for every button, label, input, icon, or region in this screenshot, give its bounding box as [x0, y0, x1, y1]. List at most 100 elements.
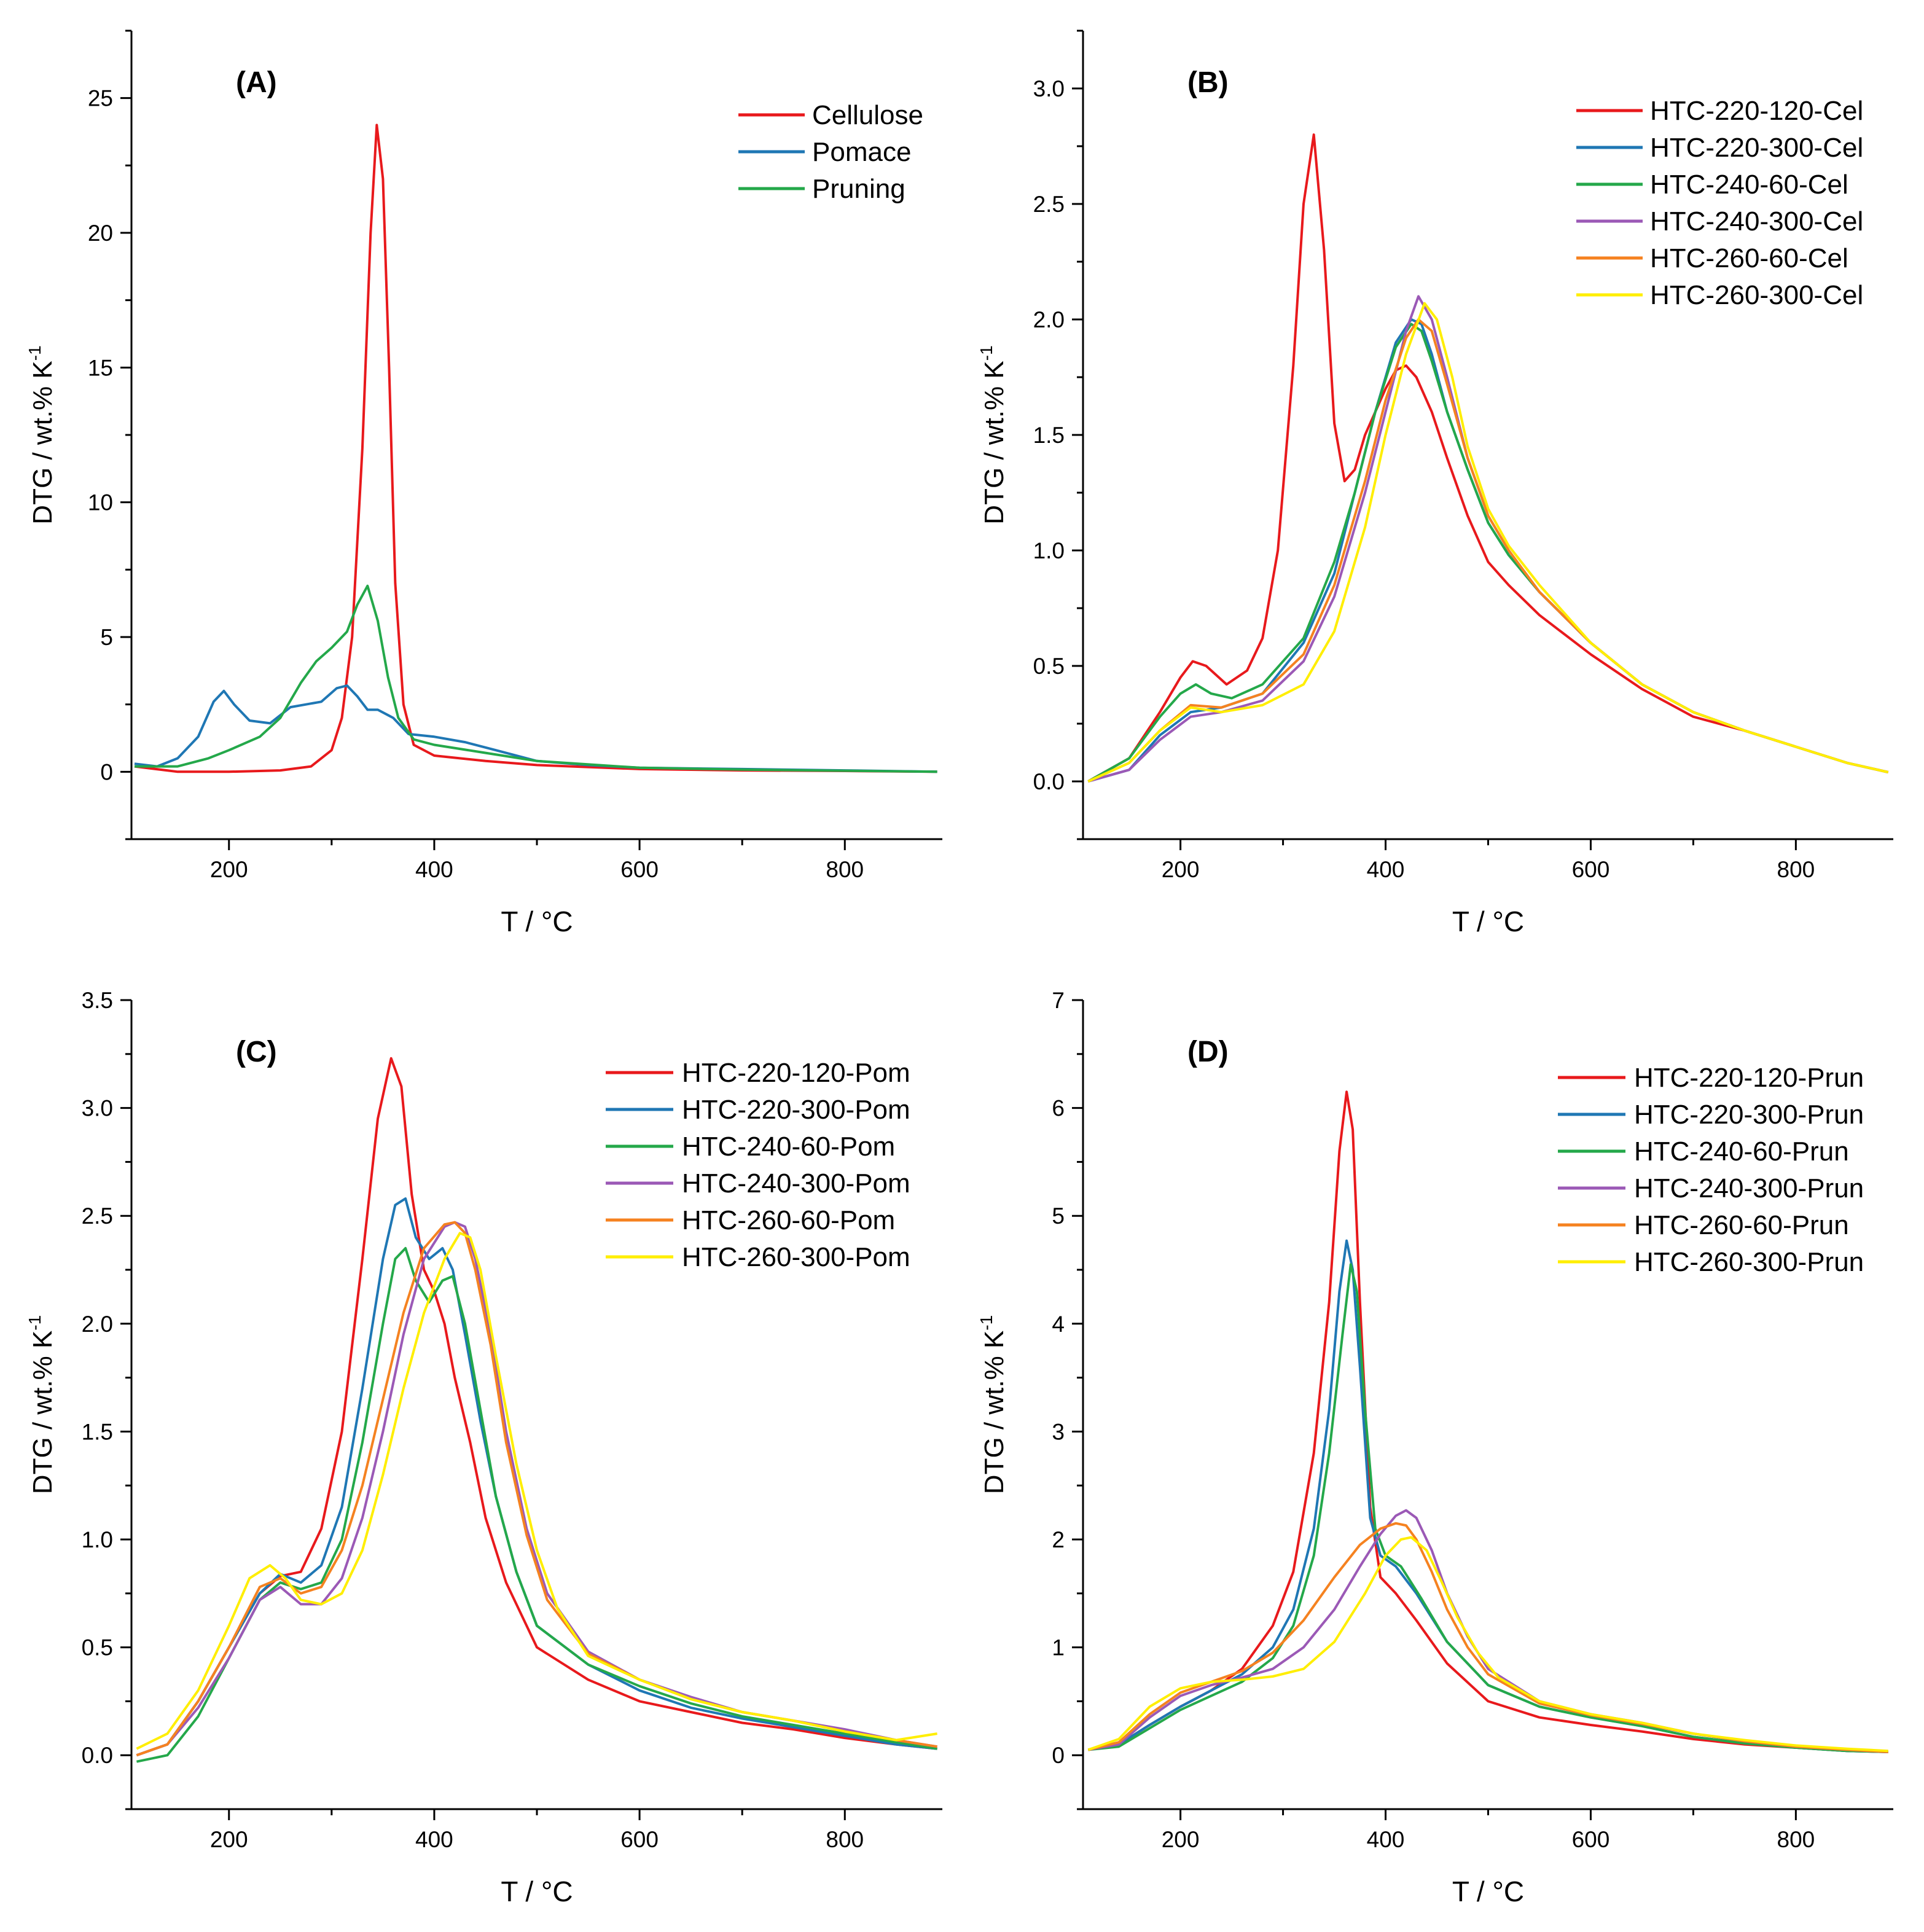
y-tick-label: 1.5 — [1033, 423, 1065, 448]
legend-label: HTC-260-60-Cel — [1650, 243, 1848, 273]
series-line — [136, 1221, 937, 1757]
legend: Cellulose Pomace Pruning — [738, 100, 923, 204]
legend-label: HTC-220-300-Pom — [682, 1095, 910, 1125]
x-axis-label: T / °C — [1452, 905, 1524, 937]
legend-label: HTC-260-300-Prun — [1634, 1247, 1864, 1277]
legend-label: HTC-240-60-Cel — [1650, 170, 1848, 200]
y-axis-label: DTG / wt.% K-1 — [25, 345, 58, 524]
x-axis-label: T / °C — [501, 905, 573, 937]
y-axis-label-exponent: -1 — [977, 345, 996, 361]
legend: HTC-220-120-Prun HTC-220-300-Prun HTC-240-… — [1558, 1063, 1864, 1277]
y-tick-label: 3.0 — [82, 1096, 113, 1121]
x-tick-label: 400 — [415, 1827, 453, 1852]
series-line — [134, 123, 937, 773]
y-tick-label: 3 — [1052, 1419, 1065, 1444]
x-tick-label: 400 — [1367, 857, 1405, 882]
legend-label: HTC-260-60-Prun — [1634, 1210, 1849, 1240]
legend-label: HTC-240-300-Cel — [1650, 206, 1863, 237]
y-axis-label-exponent: -1 — [977, 1315, 996, 1331]
x-axis-label: T / °C — [1452, 1875, 1524, 1907]
chart-panel-3: 200 400 600 800 0.0 0.5 1.0 1.5 2.0 2.5 3.0 3.5 T / … — [25, 988, 942, 1907]
legend: HTC-220-120-Cel HTC-220-300-Cel HTC-240-60… — [1576, 96, 1863, 310]
legend-label: HTC-240-60-Pom — [682, 1132, 895, 1162]
y-tick-label: 2 — [1052, 1527, 1065, 1552]
legend-label: HTC-220-300-Prun — [1634, 1100, 1864, 1130]
series-line — [1087, 318, 1889, 783]
x-tick-label: 800 — [1777, 857, 1815, 882]
legend-label: Pomace — [812, 137, 911, 167]
series-line — [134, 684, 937, 773]
x-tick-label: 600 — [620, 857, 659, 882]
y-tick-label: 6 — [1052, 1096, 1065, 1121]
series-line — [136, 1057, 937, 1757]
series-line — [1087, 1536, 1888, 1753]
x-tick-label: 600 — [1572, 857, 1610, 882]
x-tick-label: 200 — [1162, 857, 1200, 882]
y-tick-label: 3.0 — [1033, 76, 1065, 101]
y-tick-label: 7 — [1052, 988, 1065, 1013]
y-tick-label: 25 — [88, 86, 113, 111]
x-tick-label: 800 — [1777, 1827, 1815, 1852]
x-tick-label: 800 — [826, 1827, 864, 1852]
series-line — [1087, 318, 1889, 783]
legend-label: HTC-260-300-Cel — [1650, 280, 1863, 310]
series-line — [1087, 1509, 1888, 1753]
y-tick-label: 2.5 — [82, 1203, 113, 1229]
y-tick-label: 2.0 — [1033, 307, 1065, 332]
legend: HTC-220-120-Pom HTC-220-300-Pom HTC-240-60… — [606, 1058, 910, 1272]
x-tick-label: 400 — [1367, 1827, 1405, 1852]
x-tick-label: 200 — [210, 1827, 248, 1852]
series-line — [135, 584, 937, 773]
legend-label: HTC-260-300-Pom — [682, 1242, 910, 1272]
y-tick-label: 0 — [100, 759, 113, 784]
legend-label: Pruning — [812, 174, 905, 204]
legend-label: HTC-260-60-Pom — [682, 1205, 895, 1235]
chart-panel-4: 200 400 600 800 0 1 2 3 4 5 6 7 T / °C DTG / wt.% K-1… — [977, 988, 1893, 1907]
series-line — [1087, 1522, 1888, 1753]
chart-panel-1: 200 400 600 800 0 5 10 15 20 25 T / °C DTG / wt.% K… — [25, 29, 942, 937]
y-tick-label: 2.0 — [82, 1312, 113, 1337]
y-axis-label-exponent: -1 — [25, 345, 44, 361]
x-tick-label: 200 — [210, 857, 248, 882]
legend-label: HTC-220-120-Prun — [1634, 1063, 1864, 1093]
series-line — [1087, 133, 1889, 783]
y-tick-label: 15 — [88, 355, 113, 380]
chart-panel-2: 200 400 600 800 0.0 0.5 1.0 1.5 2.0 2.5 3.0 T / °C D… — [977, 29, 1893, 937]
y-tick-label: 10 — [88, 490, 113, 515]
legend-label: HTC-240-60-Prun — [1634, 1136, 1849, 1167]
series-line — [136, 1221, 937, 1757]
y-tick-label: 4 — [1052, 1312, 1065, 1337]
legend-label: HTC-220-300-Cel — [1650, 133, 1863, 163]
panel-label: (A) — [236, 66, 277, 99]
y-axis-label: DTG / wt.% K-1 — [977, 345, 1009, 524]
y-tick-label: 0 — [1052, 1743, 1065, 1768]
x-tick-label: 800 — [826, 857, 864, 882]
y-tick-label: 20 — [88, 221, 113, 246]
x-tick-label: 600 — [620, 1827, 659, 1852]
legend-label: HTC-220-120-Cel — [1650, 96, 1863, 126]
y-axis-label: DTG / wt.% K-1 — [25, 1315, 58, 1494]
series-line — [1087, 302, 1889, 783]
legend-label: Cellulose — [812, 100, 923, 130]
y-tick-label: 0.0 — [82, 1743, 113, 1768]
y-tick-label: 1.0 — [1033, 538, 1065, 563]
y-tick-label: 0.5 — [82, 1635, 113, 1660]
x-tick-label: 200 — [1162, 1827, 1200, 1852]
series-line — [1087, 323, 1889, 783]
legend-label: HTC-220-120-Pom — [682, 1058, 910, 1088]
panel-label: (D) — [1187, 1036, 1229, 1068]
x-tick-label: 400 — [415, 857, 453, 882]
legend-label: HTC-240-300-Pom — [682, 1168, 910, 1199]
series-line — [136, 1232, 937, 1750]
series-line — [136, 1197, 937, 1757]
legend-label: HTC-240-300-Prun — [1634, 1173, 1864, 1203]
y-tick-label: 0.5 — [1033, 654, 1065, 679]
panel-label: (C) — [236, 1036, 277, 1068]
y-axis-label-exponent: -1 — [25, 1315, 44, 1331]
y-tick-label: 0.0 — [1033, 769, 1065, 794]
y-tick-label: 1.5 — [82, 1419, 113, 1444]
y-tick-label: 2.5 — [1033, 192, 1065, 217]
series-line — [1088, 1263, 1888, 1753]
y-axis-label: DTG / wt.% K-1 — [977, 1315, 1009, 1494]
